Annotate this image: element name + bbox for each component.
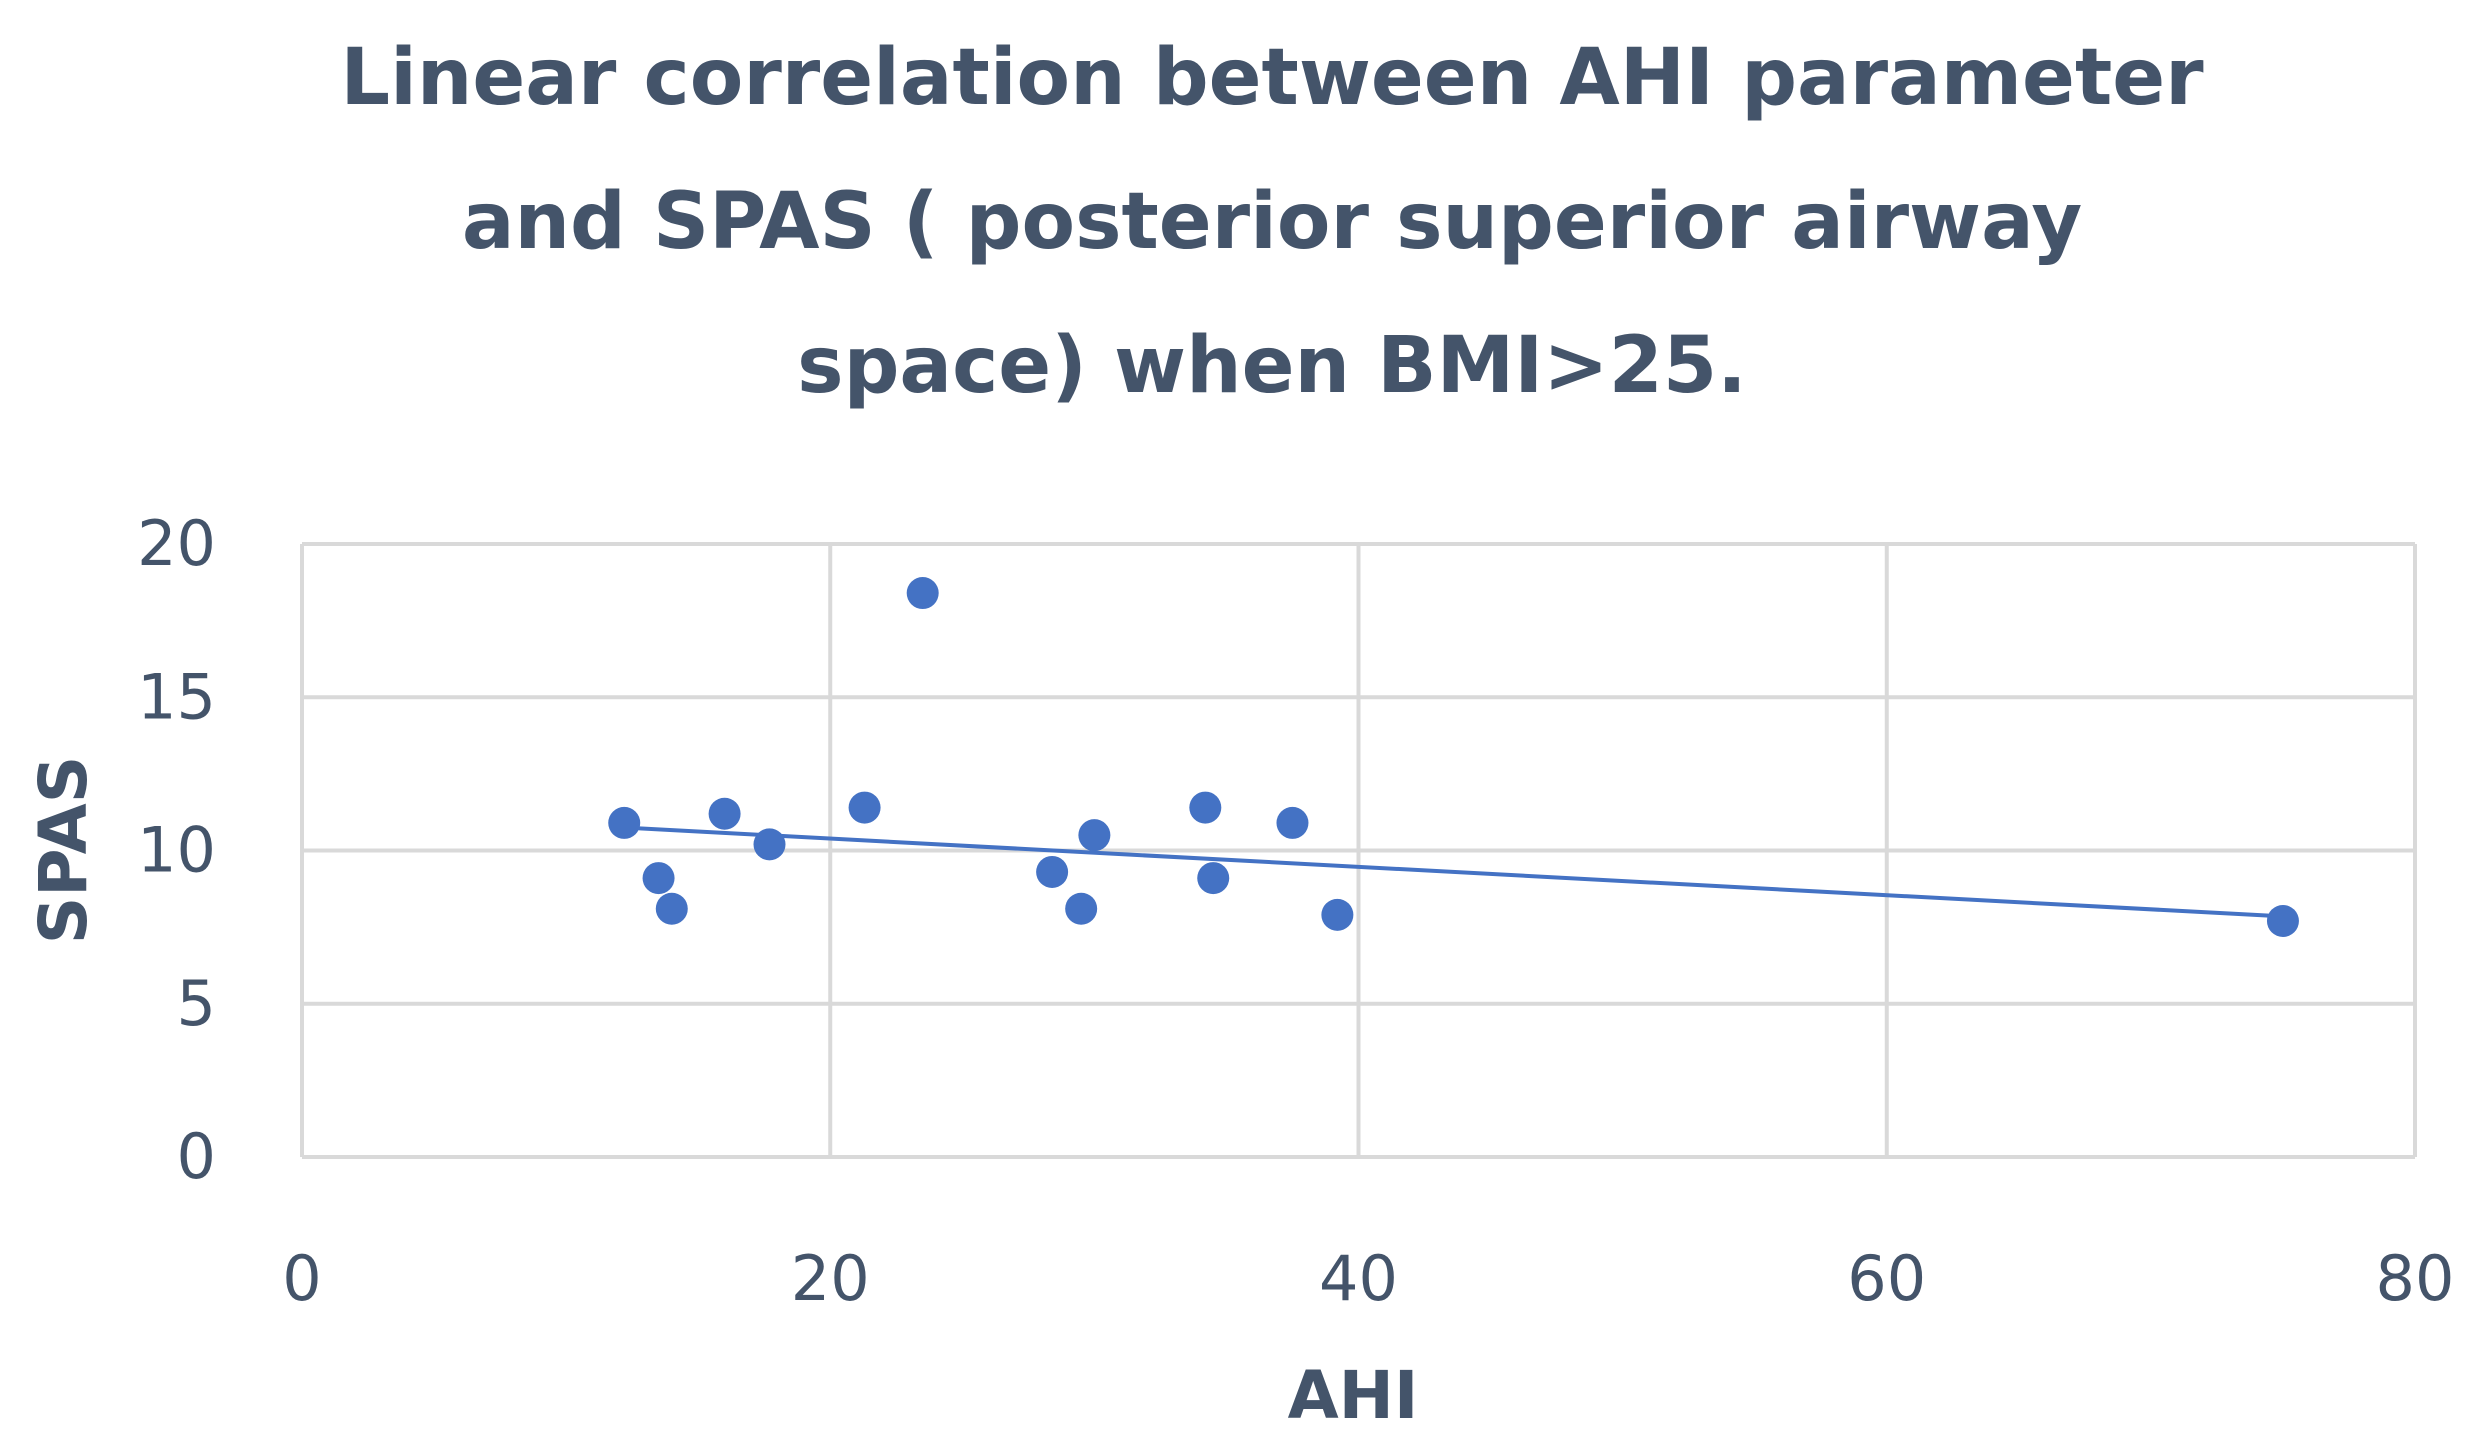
- data-point: [655, 892, 688, 925]
- data-point: [1078, 819, 1111, 852]
- data-point: [1065, 892, 1098, 925]
- data-point: [1189, 791, 1222, 824]
- chart-title-line-3: space) when BMI>25.: [797, 321, 1747, 411]
- y-tick-label: 5: [177, 967, 216, 1040]
- plot-grid: [300, 542, 2417, 1159]
- data-point: [1197, 862, 1230, 895]
- trendline: [624, 825, 2284, 919]
- data-point: [642, 862, 675, 895]
- chart-title-line-1: Linear correlation between AHI parameter: [340, 33, 2204, 123]
- data-point: [2266, 904, 2299, 937]
- chart-title-line-2: and SPAS ( posterior superior airway: [462, 177, 2082, 267]
- x-tick-label: 60: [1847, 1242, 1926, 1315]
- x-axis-ticks: 0 20 40 60 80: [282, 1242, 2454, 1315]
- x-tick-label: 20: [791, 1242, 870, 1315]
- y-tick-label: 0: [177, 1120, 216, 1193]
- data-point: [1036, 855, 1069, 888]
- chart-title: Linear correlation between AHI parameter…: [340, 33, 2204, 411]
- data-point: [608, 806, 641, 839]
- trendline-group: [624, 825, 2284, 919]
- data-point: [753, 828, 786, 861]
- data-point: [906, 577, 939, 610]
- y-tick-label: 20: [137, 507, 216, 580]
- data-point: [1276, 806, 1309, 839]
- data-points: [608, 577, 2299, 937]
- y-tick-label: 15: [137, 660, 216, 733]
- x-tick-label: 80: [2376, 1242, 2455, 1315]
- y-axis-ticks: 0 5 10 15 20: [137, 507, 216, 1193]
- y-tick-label: 10: [137, 814, 216, 887]
- x-tick-label: 40: [1319, 1242, 1398, 1315]
- data-point: [708, 797, 741, 830]
- data-point: [848, 791, 881, 824]
- data-point: [1321, 898, 1354, 931]
- x-axis-title: AHI: [1288, 1357, 1419, 1434]
- y-axis-title: SPAS: [25, 756, 102, 944]
- x-tick-label: 0: [282, 1242, 321, 1315]
